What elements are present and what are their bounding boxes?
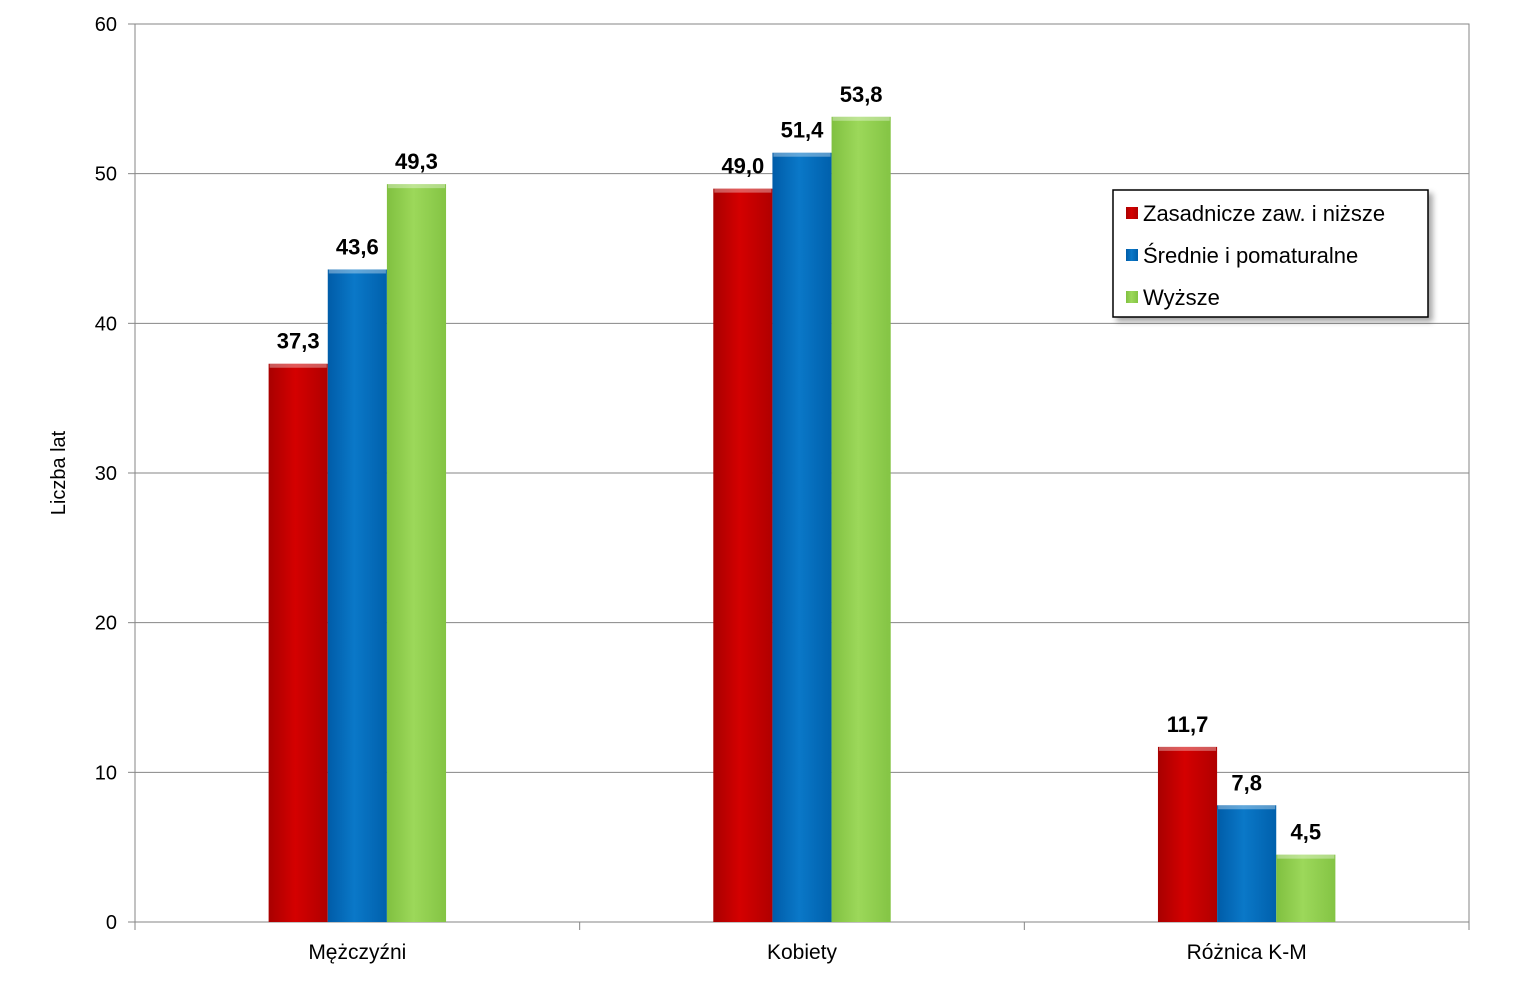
legend-swatch bbox=[1126, 249, 1138, 261]
legend: Zasadnicze zaw. i niższe Średnie i pomatu… bbox=[1112, 189, 1429, 318]
data-label: 49,3 bbox=[395, 149, 438, 174]
bar bbox=[327, 269, 387, 922]
y-tick-label: 40 bbox=[95, 313, 117, 335]
legend-entry: Średnie i pomaturalne bbox=[1143, 243, 1358, 268]
bar bbox=[268, 363, 328, 922]
category-label: Kobiety bbox=[767, 941, 838, 964]
y-axis-ticks: 0 10 20 30 40 50 60 bbox=[95, 14, 135, 934]
bar-bevel bbox=[269, 363, 327, 368]
data-label: 49,0 bbox=[721, 154, 764, 179]
legend-swatch bbox=[1126, 291, 1138, 303]
y-tick-label: 20 bbox=[95, 613, 117, 635]
bar bbox=[713, 188, 773, 923]
bar-bevel bbox=[1218, 805, 1276, 810]
bar-bevel bbox=[387, 184, 446, 189]
bar-bevel bbox=[328, 269, 386, 274]
bar bbox=[1276, 854, 1336, 922]
y-tick-label: 10 bbox=[95, 762, 117, 784]
y-tick-label: 60 bbox=[95, 14, 117, 36]
data-label: 51,4 bbox=[781, 118, 825, 143]
bar-bevel bbox=[773, 152, 831, 157]
y-tick-label: 50 bbox=[95, 164, 117, 186]
legend-entry: Wyższe bbox=[1143, 285, 1220, 310]
bar-bevel bbox=[1277, 854, 1335, 859]
legend-entry: Zasadnicze zaw. i niższe bbox=[1143, 201, 1385, 226]
y-tick-label: 30 bbox=[95, 463, 117, 485]
category-label: Różnica K-M bbox=[1187, 941, 1307, 964]
bar bbox=[1217, 805, 1277, 922]
data-label: 53,8 bbox=[840, 82, 883, 107]
y-tick-label: 0 bbox=[106, 912, 117, 934]
legend-box bbox=[1112, 189, 1429, 318]
bar bbox=[386, 184, 447, 923]
x-axis: Mężczyźni Kobiety Różnica K-M bbox=[134, 921, 1470, 964]
bar bbox=[1157, 746, 1218, 922]
data-label: 11,7 bbox=[1167, 712, 1209, 737]
bar-bevel bbox=[714, 188, 772, 193]
data-label: 4,5 bbox=[1291, 820, 1322, 845]
data-labels: 37,3 43,6 49,3 49,0 51,4 53,8 11,7 7,8 4,5 bbox=[277, 82, 1321, 845]
y-axis-title: Liczba lat bbox=[48, 430, 70, 515]
data-label: 7,8 bbox=[1231, 770, 1262, 795]
bars bbox=[268, 116, 1336, 923]
bar-bevel bbox=[1158, 746, 1217, 751]
bar-bevel bbox=[832, 116, 890, 121]
legend-swatch bbox=[1126, 207, 1138, 219]
bar bbox=[831, 116, 891, 922]
data-label: 37,3 bbox=[277, 329, 320, 354]
bar bbox=[772, 152, 832, 923]
category-label: Mężczyźni bbox=[308, 941, 406, 964]
data-label: 43,6 bbox=[336, 234, 379, 259]
